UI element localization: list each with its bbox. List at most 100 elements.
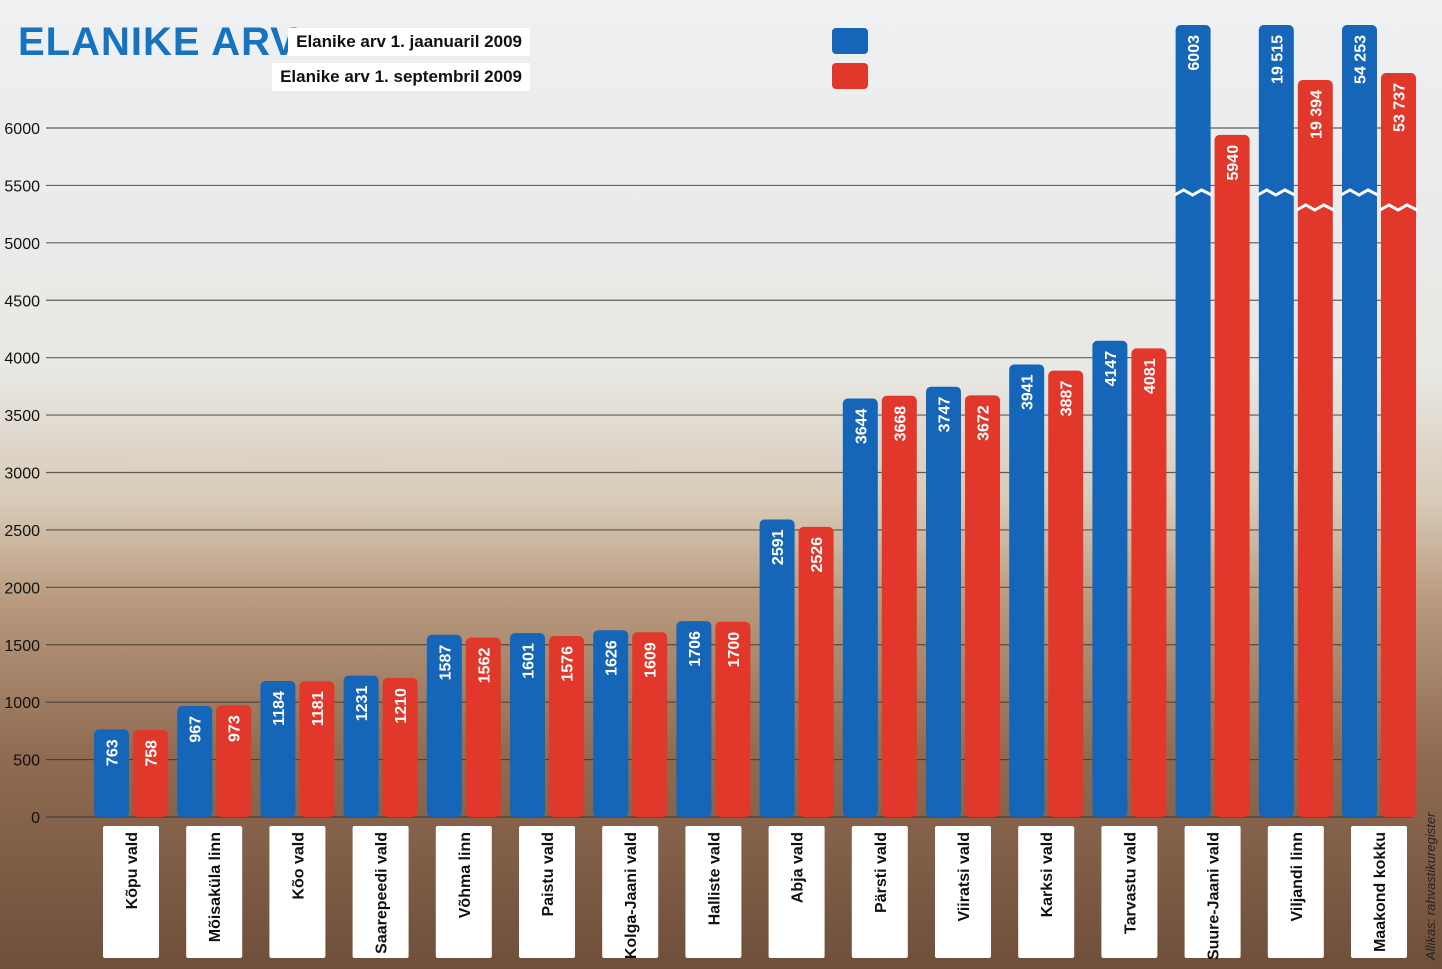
bar-sep <box>1131 348 1167 817</box>
bar-value-label: 5940 <box>1225 145 1242 181</box>
bar-jan <box>1009 364 1045 817</box>
y-tick-label: 1500 <box>4 638 40 655</box>
legend-swatch-jan <box>832 28 868 54</box>
legend-label-sep: Elanike arv 1. septembril 2009 <box>272 63 530 91</box>
bar-jan <box>1342 25 1377 817</box>
category-label: Kõpu vald <box>124 832 141 909</box>
category-label: Karksi vald <box>1039 832 1056 917</box>
category-label-box <box>1267 826 1324 958</box>
category-label-box <box>685 826 742 958</box>
bar-jan <box>343 675 379 817</box>
bar-sep <box>1214 134 1250 817</box>
bar-value-label: 1184 <box>271 691 288 726</box>
bar-value-label: 3887 <box>1059 381 1076 417</box>
category-label-box <box>935 826 991 958</box>
bar-value-label: 6003 <box>1186 35 1203 71</box>
bar-value-label: 1587 <box>437 645 454 681</box>
bar-value-label: 1231 <box>354 686 371 722</box>
y-tick-label: 0 <box>31 810 40 827</box>
y-tick-label: 3500 <box>4 408 40 425</box>
axis-break-mark <box>1257 188 1296 197</box>
category-label: Võhma linn <box>457 832 474 918</box>
y-tick-label: 5500 <box>4 178 40 195</box>
category-label-box <box>1018 826 1075 958</box>
source-note: Allikas: rahvastikuregister <box>1423 812 1438 960</box>
category-label-box <box>269 826 326 958</box>
axis-break-mark <box>1296 203 1335 212</box>
bar-value-label: 54 253 <box>1353 35 1370 84</box>
bar-value-label: 3941 <box>1020 374 1037 410</box>
axis-break-mark <box>1379 203 1418 212</box>
y-tick-label: 4000 <box>4 351 40 368</box>
category-label-box <box>1184 826 1241 958</box>
y-tick-label: 3000 <box>4 466 40 483</box>
category-label-box <box>602 826 659 958</box>
category-label: Viljandi linn <box>1289 832 1306 922</box>
bar-value-label: 1576 <box>560 646 577 682</box>
y-tick-label: 2500 <box>4 523 40 540</box>
y-tick-label: 5000 <box>4 236 40 253</box>
bar-value-label: 1626 <box>604 640 621 676</box>
category-label: Pärsti vald <box>873 832 890 913</box>
bar-value-label: 1601 <box>521 643 538 679</box>
category-label: Mõisaküla linn <box>207 832 224 942</box>
bar-value-label: 3644 <box>853 408 870 444</box>
category-label: Maakond kokku <box>1372 832 1389 952</box>
y-tick-label: 4500 <box>4 293 40 310</box>
category-label-box <box>1101 826 1158 958</box>
bar-value-label: 3672 <box>976 405 993 441</box>
bar-sep <box>632 632 668 817</box>
y-tick-label: 500 <box>13 753 40 770</box>
bar-sep <box>1297 80 1333 817</box>
bar-value-label: 1706 <box>687 631 704 667</box>
bar-jan <box>926 386 961 817</box>
bar-value-label: 763 <box>105 739 122 766</box>
bar-jan <box>676 621 712 817</box>
bar-value-label: 53 737 <box>1392 83 1409 132</box>
category-label: Viiratsi vald <box>956 832 973 922</box>
bar-sep <box>216 705 252 817</box>
bar-value-label: 967 <box>188 716 205 743</box>
bar-value-label: 4081 <box>1142 358 1159 394</box>
bar-jan <box>593 630 629 817</box>
category-label: Halliste vald <box>706 832 723 925</box>
bar-sep <box>798 526 834 817</box>
chart-title: ELANIKE ARV <box>18 20 298 64</box>
bar-sep <box>1381 73 1416 817</box>
axis-break-mark <box>1173 188 1213 197</box>
bar-jan <box>759 519 795 817</box>
bar-value-label: 1609 <box>643 642 660 678</box>
bar-sep <box>881 395 917 817</box>
bar-sep <box>715 621 751 817</box>
category-label: Kõo vald <box>290 832 307 900</box>
bar-sep <box>299 681 335 817</box>
bar-value-label: 1210 <box>393 688 410 724</box>
bar-sep <box>133 729 168 817</box>
bar-value-label: 2591 <box>770 529 787 565</box>
category-label-box <box>851 826 908 958</box>
category-label: Tarvastu vald <box>1122 832 1139 934</box>
bar-value-label: 2526 <box>809 537 826 573</box>
category-label-box <box>186 826 243 958</box>
bar-jan <box>260 681 296 817</box>
bar-jan <box>842 398 878 817</box>
bar-sep <box>965 395 1000 817</box>
bar-jan <box>1175 25 1211 817</box>
category-label-box <box>103 826 159 958</box>
category-label-box <box>768 826 825 958</box>
y-tick-label: 1000 <box>4 695 40 712</box>
category-label: Kolga-Jaani vald <box>623 832 640 959</box>
bar-jan <box>426 634 462 817</box>
category-label: Suure-Jaani vald <box>1206 832 1223 960</box>
category-label: Paistu vald <box>540 832 557 916</box>
bar-jan <box>94 729 129 817</box>
bar-jan <box>1258 25 1294 817</box>
bar-value-label: 19 515 <box>1269 35 1286 84</box>
category-label: Saarepeedi vald <box>374 832 391 954</box>
category-label-box <box>519 826 575 958</box>
y-tick-label: 6000 <box>4 121 40 138</box>
bar-value-label: 3747 <box>937 397 954 433</box>
bar-jan <box>1092 340 1128 817</box>
y-tick-label: 2000 <box>4 580 40 597</box>
bar-jan <box>177 705 213 817</box>
